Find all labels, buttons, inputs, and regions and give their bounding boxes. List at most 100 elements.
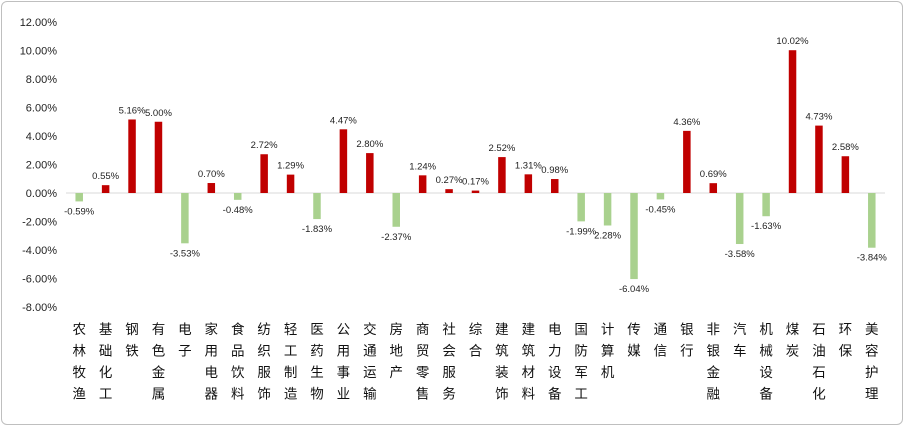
category-label: 汽车 — [733, 322, 747, 360]
bar — [313, 193, 321, 220]
category-label: 商贸零售 — [416, 322, 430, 403]
data-label: 1.24% — [409, 161, 436, 172]
data-label: -0.45% — [645, 204, 676, 215]
category-label: 基础化工 — [99, 321, 113, 403]
data-label: -3.53% — [170, 248, 201, 259]
bar — [841, 156, 850, 193]
category-label: 社会服务 — [442, 322, 456, 403]
category-label: 建筑材料 — [522, 322, 536, 403]
category-label: 环保 — [839, 322, 853, 360]
bar — [683, 130, 691, 193]
category-label: 银行 — [680, 322, 694, 360]
category-label: 房地产 — [389, 322, 403, 381]
bar — [445, 189, 453, 193]
bar — [339, 129, 348, 193]
category-label: 机械设备 — [759, 322, 773, 403]
data-label: -2.37% — [381, 232, 412, 243]
bar — [868, 193, 876, 248]
data-labels: -0.59% 0.55% 5.16% 5.00% -3.53% 0.70% -0.48% 2.… — [64, 36, 887, 295]
bar — [181, 193, 189, 244]
data-label: 0.17% — [462, 177, 489, 188]
category-label: 非银金融 — [707, 322, 721, 403]
bar — [788, 50, 797, 194]
data-label: -1.99% — [566, 226, 597, 237]
data-label: -1.63% — [751, 221, 782, 232]
y-tick-label: 10.00% — [20, 46, 58, 58]
category-label: 通信 — [654, 322, 668, 360]
data-label: 4.47% — [330, 115, 357, 126]
category-label: 综合 — [469, 322, 483, 360]
category-label: 医药生物 — [310, 322, 324, 403]
bars — [75, 50, 876, 280]
y-tick-label: 4.00% — [26, 131, 57, 143]
y-tick-label: 2.00% — [26, 160, 57, 172]
data-label: 1.31% — [515, 160, 542, 171]
bar — [551, 179, 559, 193]
data-label: -6.04% — [619, 284, 650, 295]
y-tick-label: 6.00% — [26, 103, 57, 115]
bar — [577, 193, 585, 222]
y-tick-label: 12.00% — [20, 17, 58, 29]
bar — [260, 154, 268, 193]
y-tick-label: -4.00% — [22, 245, 57, 257]
bar — [709, 183, 718, 193]
data-label: 5.16% — [119, 105, 146, 116]
data-label: -1.83% — [302, 224, 333, 235]
y-tick-label: -6.00% — [22, 274, 57, 286]
data-label: 2.72% — [251, 140, 278, 151]
bar — [656, 193, 665, 200]
category-label: 国防军工 — [574, 322, 588, 403]
data-label: 10.02% — [776, 36, 809, 47]
data-label: -0.48% — [223, 205, 254, 216]
data-label: 2.28% — [594, 230, 621, 241]
category-label: 电力设备 — [548, 322, 562, 403]
category-label: 农林牧渔 — [72, 322, 86, 403]
category-labels: 农林牧渔基础化工钢铁有色金属电子家用电器食品饮料纺织服饰轻工制造医药生物公用事业… — [72, 321, 879, 403]
category-label: 美容护理 — [865, 322, 879, 403]
data-label: 5.00% — [145, 108, 172, 119]
bar — [207, 183, 216, 193]
bar — [498, 157, 506, 193]
y-tick-label: -8.00% — [22, 302, 57, 314]
data-label: 2.58% — [832, 142, 859, 153]
data-label: 1.29% — [277, 161, 304, 172]
category-label: 石油石化 — [812, 322, 826, 403]
data-label: 0.55% — [92, 171, 119, 182]
category-label: 煤炭 — [786, 322, 800, 360]
data-label: 4.73% — [805, 112, 832, 123]
data-label: -3.84% — [857, 253, 888, 264]
bar — [471, 190, 480, 193]
bar — [101, 185, 110, 193]
bar — [735, 193, 744, 245]
bar — [815, 125, 823, 193]
y-tick-label: 8.00% — [26, 74, 57, 86]
bar — [762, 193, 770, 217]
bar — [75, 193, 83, 202]
y-tick-label: 0.00% — [26, 188, 57, 200]
category-label: 公用事业 — [337, 322, 351, 403]
category-label: 钢铁 — [125, 322, 139, 360]
category-label: 纺织服饰 — [257, 322, 271, 403]
data-label: 4.36% — [673, 117, 700, 128]
category-label: 轻工制造 — [284, 322, 298, 403]
bar — [154, 121, 163, 193]
category-label: 建筑装饰 — [495, 322, 509, 403]
bar — [603, 193, 612, 226]
bar — [392, 193, 400, 227]
y-tick-label: -2.00% — [22, 217, 57, 229]
category-label: 电子 — [178, 322, 192, 360]
bar — [630, 193, 638, 280]
bar — [233, 193, 242, 200]
bar — [418, 175, 427, 193]
category-label: 食品饮料 — [231, 321, 245, 403]
data-label: -3.58% — [725, 249, 756, 260]
data-label: 0.98% — [541, 165, 568, 176]
bar — [286, 174, 295, 193]
data-label: -0.59% — [64, 206, 95, 217]
category-label: 传媒 — [627, 322, 641, 360]
bar — [524, 174, 533, 193]
y-axis-labels: 12.00% 10.00% 8.00% 6.00% 4.00% 2.00% 0.00% -2.… — [20, 17, 58, 314]
data-label: 0.70% — [198, 169, 225, 180]
